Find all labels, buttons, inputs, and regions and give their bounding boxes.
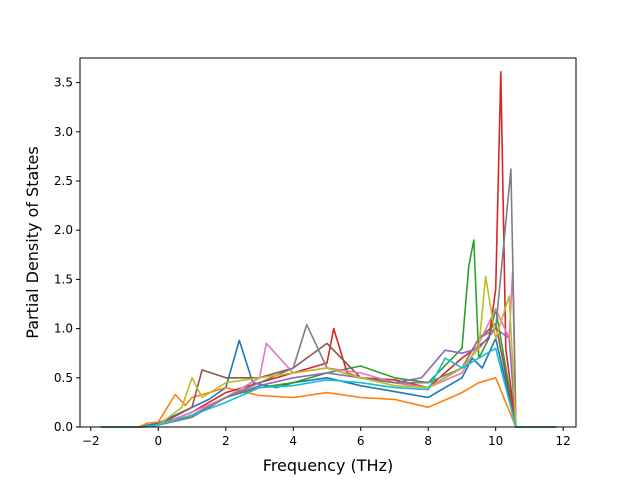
- x-tick-label: −2: [82, 434, 100, 448]
- y-axis-label: Partial Density of States: [23, 146, 42, 338]
- x-tick-label: 10: [488, 434, 503, 448]
- pdos-series-7: [100, 270, 557, 428]
- x-tick-label: 8: [424, 434, 432, 448]
- x-tick-label: 4: [289, 434, 297, 448]
- y-tick-label: 3.5: [54, 76, 73, 90]
- pdos-series-2: [100, 376, 557, 428]
- y-tick-label: 1.5: [54, 272, 73, 286]
- axes-frame: [79, 57, 577, 428]
- y-axis-ticks: 0.0 0.5 1.0 1.5 2.0 2.5 3.0 3.5: [54, 76, 80, 434]
- y-tick-label: 0.5: [54, 371, 73, 385]
- x-axis-ticks: −2 0 2 4 6 8 10 12: [82, 427, 571, 448]
- y-tick-label: 0.0: [54, 420, 73, 434]
- x-tick-label: 12: [556, 434, 571, 448]
- y-tick-label: 3.0: [54, 125, 73, 139]
- pdos-series-10: [100, 347, 557, 428]
- x-tick-label: 6: [357, 434, 365, 448]
- x-tick-label: 2: [222, 434, 230, 448]
- y-tick-label: 2.0: [54, 223, 73, 237]
- y-tick-label: 1.0: [54, 322, 73, 336]
- x-tick-label: 0: [154, 434, 162, 448]
- x-axis-label: Frequency (THz): [263, 456, 393, 475]
- pdos-series-9: [100, 275, 557, 428]
- series-layer: [100, 71, 557, 428]
- y-tick-label: 2.5: [54, 174, 73, 188]
